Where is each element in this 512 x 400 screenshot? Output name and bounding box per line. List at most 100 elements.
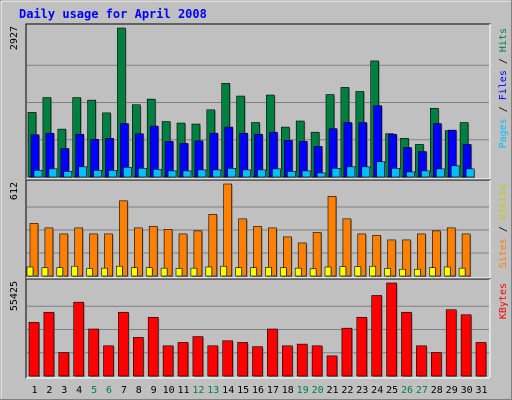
day-label: 22 xyxy=(341,385,353,396)
pages-bar xyxy=(331,168,341,178)
kbytes-bar xyxy=(356,316,368,377)
kbytes-panel: 55425 KBytes xyxy=(9,278,509,379)
day-label: 3 xyxy=(61,385,67,396)
visits-bar xyxy=(324,266,332,277)
day-label: 12 xyxy=(192,385,204,396)
pages-bar xyxy=(63,171,73,178)
visits-bar xyxy=(369,265,377,277)
kbytes-bar xyxy=(133,337,145,377)
kbytes-bar xyxy=(28,322,40,377)
visits-bar xyxy=(428,267,437,277)
visits-bar xyxy=(56,267,64,277)
kbytes-bar xyxy=(237,342,249,377)
pages-bar xyxy=(48,168,58,178)
visits-bar xyxy=(235,267,243,277)
legend-sep1: / xyxy=(498,100,509,118)
pages-bar xyxy=(406,171,416,178)
day-label: 18 xyxy=(282,385,294,396)
day-label: 28 xyxy=(431,385,443,396)
visits-bar xyxy=(145,267,154,277)
visits-bar xyxy=(131,267,139,277)
pages-bar xyxy=(257,169,267,178)
pages-bar xyxy=(78,166,88,178)
chart-title: Daily usage for April 2008 xyxy=(19,7,207,21)
visits-bar xyxy=(399,268,407,277)
day-label: 21 xyxy=(326,385,338,396)
pages-bar xyxy=(376,161,386,178)
y-max-label: 2927 xyxy=(9,26,20,50)
visits-bar xyxy=(414,268,422,277)
visits-bar xyxy=(205,266,213,277)
visits-bar xyxy=(354,266,362,277)
visits-bar xyxy=(190,267,198,277)
visits-bar xyxy=(309,268,318,277)
visits-bar xyxy=(71,265,79,277)
kbytes-bar xyxy=(58,352,70,377)
legend-sep2: / xyxy=(498,52,509,70)
pages-bar xyxy=(391,168,401,178)
kbytes-bar xyxy=(341,327,353,377)
pages-bar xyxy=(361,166,371,178)
day-label: 17 xyxy=(267,385,279,396)
day-label: 16 xyxy=(252,385,264,396)
day-label: 30 xyxy=(461,385,473,396)
pages-bar xyxy=(301,170,312,178)
kbytes-bar xyxy=(222,340,234,377)
hits-files-pages-panel: 2927 Pages / Files / Hits xyxy=(9,23,509,180)
visits-bar xyxy=(458,267,467,277)
chart-panels: 2927 Pages / Files / Hits 612 Sites / Visit… xyxy=(9,23,509,379)
legend-hits: Hits xyxy=(498,28,509,52)
kbytes-bar xyxy=(416,345,428,377)
day-label: 13 xyxy=(207,385,219,396)
x-axis-day-labels: 1 2 3 4 5 6 7 8 9 10 11 12 13 14 15 16 17 18 19 20 21 22 23 24 2… xyxy=(31,385,487,396)
sites-visits-panel: 612 Sites / Visits xyxy=(9,179,509,279)
kbytes-bar xyxy=(118,311,130,377)
legend-sep: / xyxy=(498,220,509,238)
visits-bar xyxy=(26,266,34,277)
kbytes-bar xyxy=(445,309,458,377)
kbytes-bar xyxy=(326,355,338,377)
day-label: 11 xyxy=(177,385,189,396)
visits-bar xyxy=(160,267,169,277)
visits-bar xyxy=(265,267,273,277)
kbytes-bar xyxy=(401,311,413,377)
pages-bar xyxy=(286,171,297,178)
kbytes-bar xyxy=(371,295,383,377)
visits-bar xyxy=(220,265,228,277)
legend-sites: Sites xyxy=(498,238,509,268)
pages-bar xyxy=(123,167,133,178)
day-label: 8 xyxy=(136,385,142,396)
kbytes-bar xyxy=(430,352,443,377)
day-label: 15 xyxy=(237,385,249,396)
kbytes-bar xyxy=(103,345,115,377)
day-label: 5 xyxy=(91,385,97,396)
sites-bar xyxy=(119,200,129,277)
day-label: 23 xyxy=(356,385,368,396)
kbytes-bar xyxy=(267,328,279,377)
pages-bar xyxy=(450,165,461,178)
kbytes-bar xyxy=(475,342,487,377)
pages-bar xyxy=(421,170,431,178)
visits-bar xyxy=(443,266,452,277)
day-label: 4 xyxy=(76,385,82,396)
kbytes-bar xyxy=(162,345,175,377)
pages-bar xyxy=(212,169,222,178)
sites-bar xyxy=(223,183,233,277)
pages-bar xyxy=(242,169,252,178)
kbytes-bar xyxy=(460,314,473,377)
legend-text: Pages / Files / Hits xyxy=(498,28,509,148)
day-label: 20 xyxy=(312,385,324,396)
day-label: 10 xyxy=(163,385,175,396)
legend-visits: Visits xyxy=(498,184,509,220)
kbytes-bar xyxy=(177,342,189,377)
pages-bar xyxy=(108,170,118,178)
kbytes-bar xyxy=(296,343,309,377)
day-label: 7 xyxy=(121,385,127,396)
visits-bar xyxy=(41,267,49,277)
kbytes-bar xyxy=(192,336,204,377)
pages-bar xyxy=(138,168,148,178)
pages-bar xyxy=(197,169,207,178)
visits-bar xyxy=(116,265,124,277)
day-label: 29 xyxy=(446,385,458,396)
